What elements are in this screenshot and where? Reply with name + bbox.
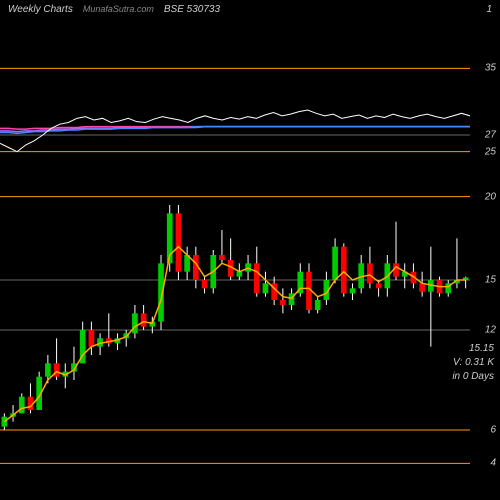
period-value: in 0 Days	[452, 370, 494, 384]
indicator-panel	[0, 60, 470, 160]
price-value: 15.15	[452, 342, 494, 356]
axis-tick-label: 20	[485, 191, 496, 202]
axis-tick-label: 12	[485, 325, 496, 336]
axis-tick-label: 15	[485, 275, 496, 286]
symbol-label: BSE 530733	[164, 4, 220, 15]
chart-header: Weekly Charts MunafaSutra.com BSE 530733…	[8, 4, 492, 15]
axis-tick-label: 4	[490, 458, 496, 469]
info-block: 15.15 V: 0.31 K in 0 Days	[452, 342, 494, 384]
indicator-svg	[0, 60, 470, 160]
price-panel	[0, 180, 470, 480]
page-number: 1	[486, 4, 492, 15]
chart-title: Weekly Charts	[8, 4, 73, 15]
axis-tick-label: 27	[485, 130, 496, 141]
site-name: MunafaSutra.com	[83, 4, 154, 14]
chart-container: Weekly Charts MunafaSutra.com BSE 530733…	[0, 0, 500, 500]
price-svg	[0, 180, 470, 480]
volume-value: V: 0.31 K	[452, 356, 494, 370]
axis-tick-label: 25	[485, 146, 496, 157]
axis-tick-label: 6	[490, 425, 496, 436]
axis-tick-label: 35	[485, 63, 496, 74]
